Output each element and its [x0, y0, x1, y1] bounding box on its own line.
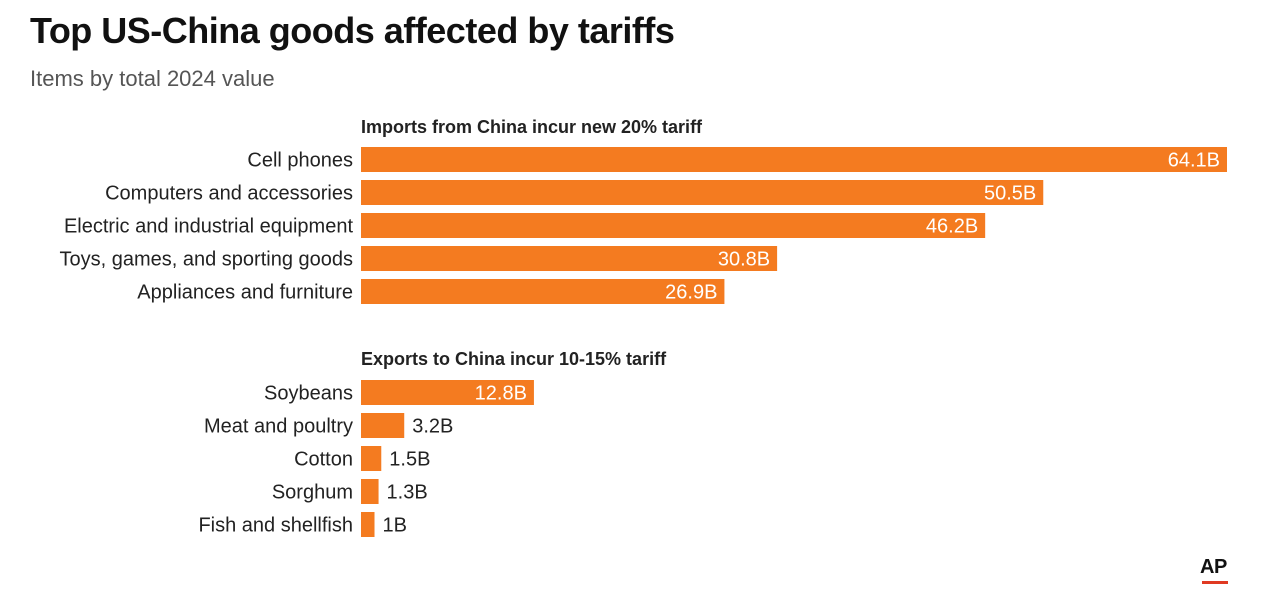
bar [361, 147, 1227, 172]
data-label: 12.8B [475, 383, 527, 405]
bar [361, 512, 375, 537]
data-label: 1B [383, 515, 407, 537]
category-label: Meat and poultry [204, 416, 353, 438]
bar [361, 380, 534, 405]
bar [361, 213, 986, 238]
data-label: 1.5B [389, 449, 430, 471]
data-label: 26.9B [665, 282, 717, 304]
bar [361, 446, 382, 471]
category-label: Electric and industrial equipment [64, 216, 353, 238]
data-label: 3.2B [412, 416, 453, 438]
data-label: 50.5B [984, 183, 1036, 205]
category-label: Sorghum [272, 482, 353, 504]
category-label: Appliances and furniture [137, 282, 353, 304]
bar [361, 479, 379, 504]
data-label: 1.3B [387, 482, 428, 504]
category-label: Toys, games, and sporting goods [59, 249, 353, 271]
ap-logo-accent [1202, 581, 1228, 584]
group-heading: Exports to China incur 10-15% tariff [361, 349, 667, 369]
group-heading: Imports from China incur new 20% tariff [361, 117, 703, 137]
bar [361, 279, 725, 304]
data-label: 46.2B [926, 216, 978, 238]
chart-subtitle: Items by total 2024 value [30, 66, 275, 91]
bar [361, 180, 1044, 205]
category-label: Soybeans [264, 383, 353, 405]
category-label: Computers and accessories [105, 183, 353, 205]
chart-title: Top US-China goods affected by tariffs [30, 10, 675, 51]
category-label: Fish and shellfish [198, 515, 353, 537]
category-label: Cotton [294, 449, 353, 471]
ap-logo: AP [1200, 556, 1227, 578]
data-label: 64.1B [1168, 150, 1220, 172]
data-label: 30.8B [718, 249, 770, 271]
category-label: Cell phones [247, 150, 353, 172]
bar [361, 413, 405, 438]
bar [361, 246, 778, 271]
